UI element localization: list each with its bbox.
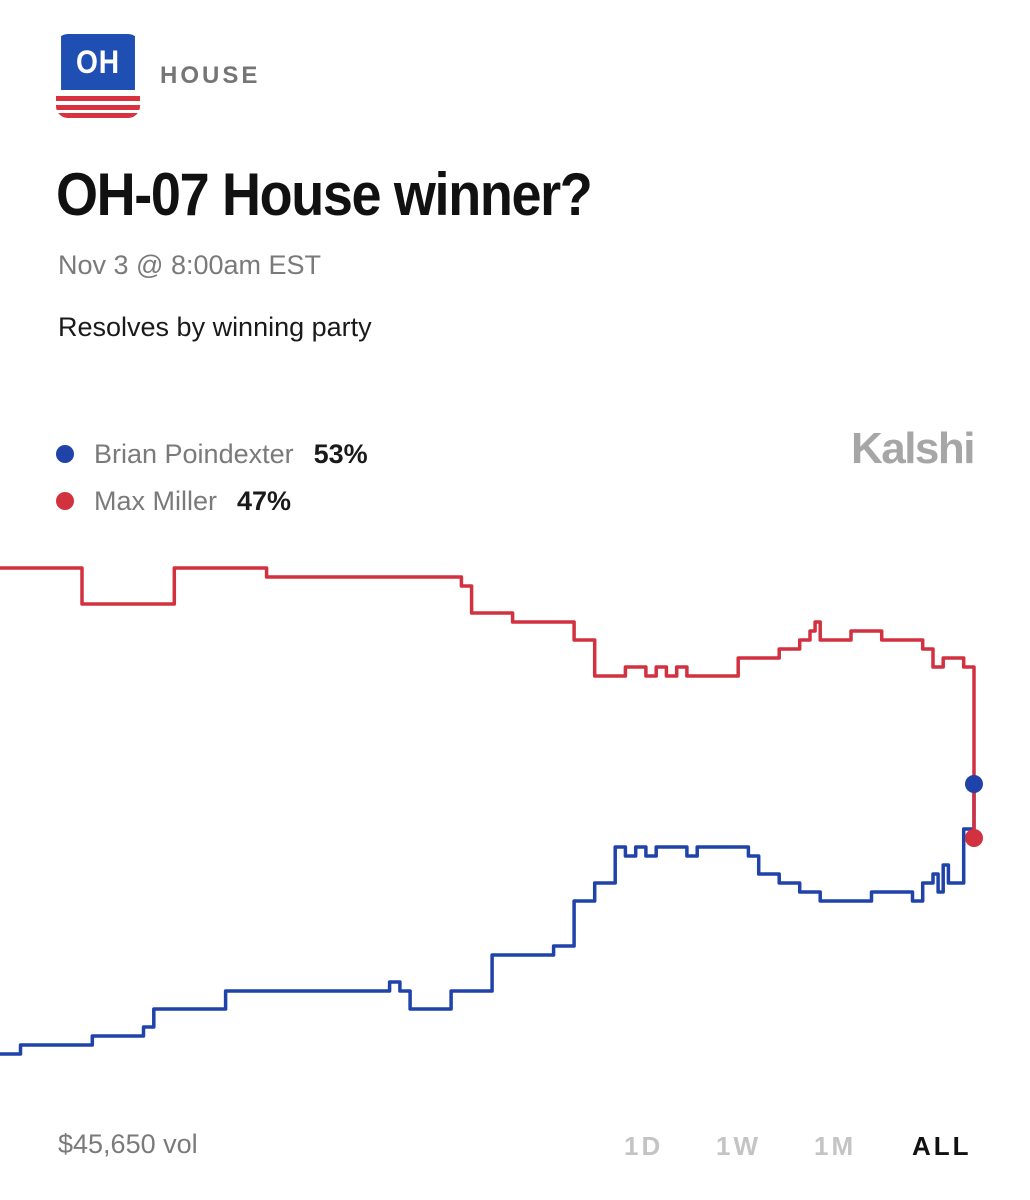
range-1m-button[interactable]: 1M	[814, 1131, 857, 1161]
resolution-rules: Resolves by winning party	[58, 312, 372, 342]
event-date: Nov 3 @ 8:00am EST	[58, 250, 322, 280]
legend-item-poindexter: Brian Poindexter 53%	[56, 434, 368, 474]
volume-label: $45,650 vol	[58, 1129, 198, 1159]
range-all-button[interactable]: ALL	[912, 1131, 972, 1161]
kalshi-logo: Kalshi	[850, 424, 976, 473]
range-1w-button[interactable]: 1W	[716, 1131, 761, 1161]
series-end-dot-miller	[965, 829, 983, 847]
badge-stripe	[56, 113, 140, 118]
price-chart[interactable]	[0, 540, 1030, 1100]
range-1d-button[interactable]: 1D	[624, 1131, 664, 1161]
badge-stripe	[56, 96, 140, 101]
badge-stripe	[56, 105, 140, 110]
legend-name: Max Miller	[94, 485, 218, 516]
legend-item-miller: Max Miller 47%	[56, 481, 291, 521]
state-badge: OH	[56, 34, 140, 118]
page-title: OH-07 House winner?	[56, 161, 593, 228]
badge-text: OH	[61, 34, 135, 90]
legend-percent: 47%	[237, 485, 292, 516]
legend-dot-red	[56, 492, 74, 510]
legend-dot-blue	[56, 445, 74, 463]
legend-percent: 53%	[313, 438, 368, 469]
series-line-poindexter	[0, 784, 976, 1056]
legend-name: Brian Poindexter	[94, 438, 294, 469]
category-label: HOUSE	[160, 62, 261, 89]
series-end-dot-poindexter	[965, 775, 983, 793]
series-line-miller	[0, 566, 976, 838]
